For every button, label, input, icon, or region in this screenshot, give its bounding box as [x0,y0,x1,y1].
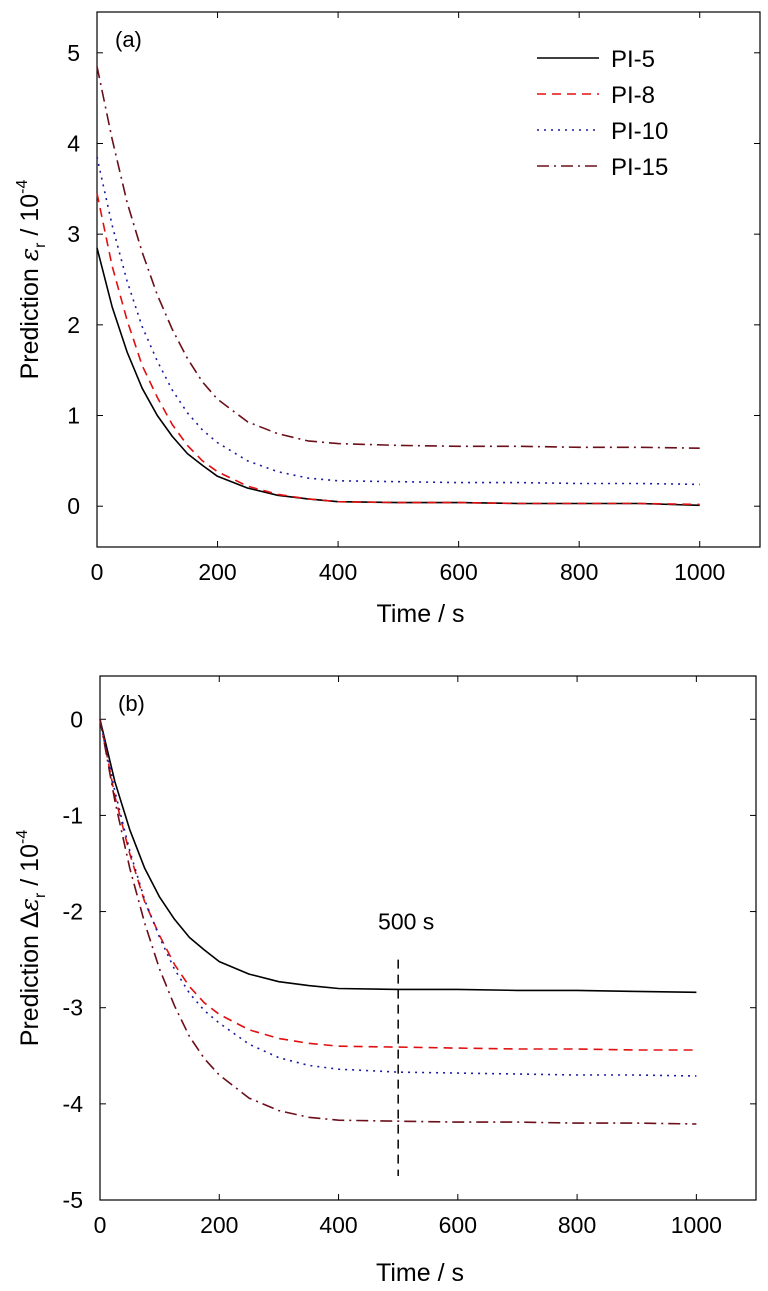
y-axis-title-superscript: -4 [14,830,31,844]
chart-panel-2: 0 200 400 600 800 1000 0 -1 -2 -3 -4 -5 Time / s Pred… [14,675,757,1287]
y-tick-label: -4 [63,1091,84,1117]
x-tick-label: 200 [200,1212,238,1238]
x-tick-label: 1000 [671,1212,722,1238]
series-line-pi-5 [96,247,700,507]
series-line-pi-15 [96,66,700,449]
x-axis-title: Time / s [377,600,465,628]
x-tick-label: 0 [91,559,104,585]
y-axis-title-symbol: ε [15,898,44,911]
y-tick-label: 0 [67,493,80,519]
panel-label: (b) [118,691,145,716]
y-axis-title-suffix: / 10 [16,844,44,893]
y-tick-label: -5 [63,1187,83,1213]
y-tick-label: 3 [67,221,80,247]
y-tick-label: 2 [67,312,80,338]
legend-label-pi-5: PI-5 [611,46,655,73]
series-line-pi-8 [99,719,697,1051]
y-tick-label: -1 [63,802,83,828]
y-tick-label: 4 [67,130,80,156]
plot-frame [96,11,761,548]
annotation-label: 500 s [378,909,434,935]
x-tick-label: 600 [439,1212,477,1238]
series-line-pi-15 [99,719,697,1125]
x-tick-label: 200 [198,559,236,585]
x-tick-label: 800 [560,559,598,585]
x-tick-label: 400 [319,559,357,585]
x-tick-label: 0 [94,1212,107,1238]
x-tick-label: 600 [439,559,477,585]
y-axis-title-suffix: / 10 [16,194,44,243]
x-axis-title: Time / s [376,1259,464,1287]
series-line-pi-5 [99,719,697,994]
plot-frame [99,675,757,1201]
y-axis-title-symbol: ε [15,248,44,261]
legend-label-pi-15: PI-15 [611,154,668,181]
y-axis-title-prefix: Prediction [16,261,44,379]
series-line-pi-10 [96,156,700,486]
y-tick-label: 1 [67,403,80,429]
y-tick-label: 5 [67,40,80,66]
x-tick-label: 800 [558,1212,596,1238]
y-axis-title-superscript: -4 [14,180,31,194]
y-tick-label: -3 [63,995,83,1021]
y-tick-label: 0 [70,706,83,732]
y-axis-title: Prediction Δεr / 10-4 [14,830,49,1047]
legend-label-pi-10: PI-10 [611,118,668,145]
y-axis-title-subscript: r [32,242,49,248]
y-tick-label: -2 [63,899,83,925]
y-axis-title-prefix: Prediction Δ [16,911,44,1046]
y-axis-title-subscript: r [32,892,49,898]
x-tick-label: 1000 [674,559,725,585]
chart-panel-1: 0 200 400 600 800 1000 0 1 2 3 4 5 Time / s Predictio… [14,11,761,628]
panel-label: (a) [115,27,142,52]
y-axis-title: Prediction εr / 10-4 [14,180,49,380]
series-line-pi-8 [96,193,700,506]
x-tick-label: 400 [319,1212,357,1238]
legend-label-pi-8: PI-8 [611,82,655,109]
